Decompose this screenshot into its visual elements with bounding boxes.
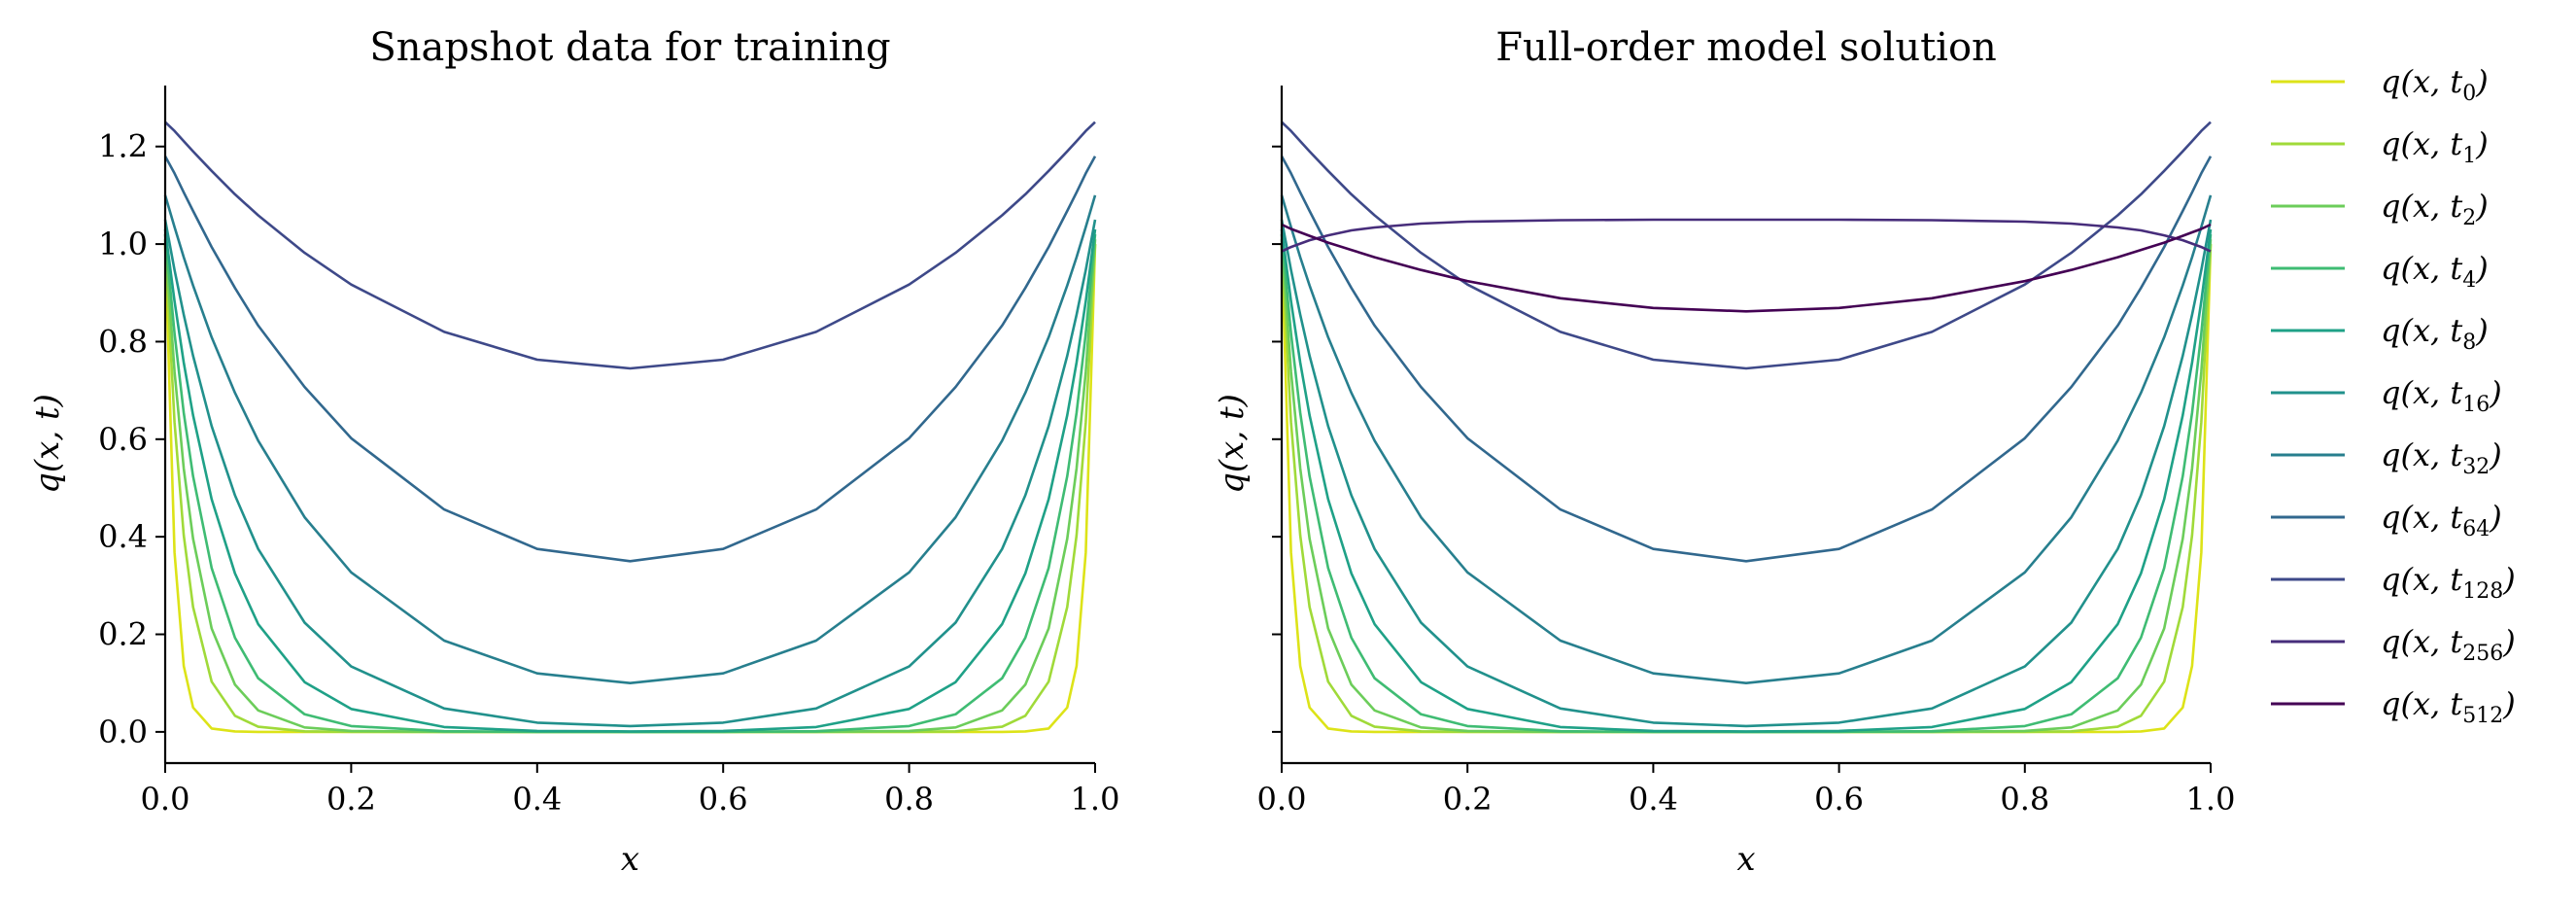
series-line-t1 xyxy=(163,244,1097,734)
panel-full-order-solution: Full-order model solution 0.0 0.2 0.4 0.6 0.8… xyxy=(1213,25,2235,879)
series-line-t512 xyxy=(1281,223,2212,313)
y-tick-label: 0.4 xyxy=(98,518,148,555)
legend-item-t256: q(x, t256) xyxy=(2271,623,2516,666)
legend-item-t1: q(x, t1) xyxy=(2271,125,2489,168)
legend-item-t8: q(x, t8) xyxy=(2271,312,2489,355)
legend-label: q(x, t4) xyxy=(2381,250,2489,293)
x-tick-label: 0.8 xyxy=(2000,781,2049,818)
x-axis-label: x xyxy=(1736,840,1755,879)
legend-item-t4: q(x, t4) xyxy=(2271,250,2489,293)
x-axis-label: x xyxy=(621,840,639,879)
y-tick-label: 0.6 xyxy=(98,421,148,458)
panel-snapshot-data: Snapshot data for training 0.0 0.2 0.4 0.6 0.… xyxy=(28,25,1119,879)
series-line-t32 xyxy=(1280,194,2213,684)
series-line-t32 xyxy=(163,194,1097,684)
series-line-t1 xyxy=(1280,244,2213,734)
legend-item-t128: q(x, t128) xyxy=(2271,561,2516,604)
series-line-t8 xyxy=(1280,228,2213,733)
legend-item-t2: q(x, t2) xyxy=(2271,188,2489,230)
series-line-t16 xyxy=(1280,219,2213,728)
series-line-t64 xyxy=(163,156,1097,563)
legend-item-t32: q(x, t32) xyxy=(2271,436,2502,479)
legend-item-t16: q(x, t16) xyxy=(2271,374,2502,417)
legend-item-t512: q(x, t512) xyxy=(2271,685,2516,728)
series-line-t256 xyxy=(1281,218,2212,253)
x-tick-label: 1.0 xyxy=(2186,781,2236,818)
legend-label: q(x, t64) xyxy=(2381,499,2502,541)
y-tick-label: 0.0 xyxy=(98,714,148,750)
series-line-t0 xyxy=(163,244,1097,734)
y-axis-label: q(x, t) xyxy=(1213,394,1252,494)
legend-item-t0: q(x, t0) xyxy=(2271,63,2489,106)
x-tick-label: 0.8 xyxy=(884,781,934,818)
y-axis-label: q(x, t) xyxy=(28,394,67,494)
y-tick-label: 1.2 xyxy=(98,128,148,165)
y-tick-label: 1.0 xyxy=(98,226,148,262)
x-tick-label: 1.0 xyxy=(1071,781,1120,818)
legend-label: q(x, t2) xyxy=(2381,188,2489,230)
legend-label: q(x, t1) xyxy=(2381,125,2489,168)
x-tick-label: 0.0 xyxy=(1257,781,1307,818)
legend-label: q(x, t16) xyxy=(2381,374,2502,417)
chart-title: Snapshot data for training xyxy=(369,25,890,70)
x-tick-label: 0.2 xyxy=(1443,781,1493,818)
x-tick-label: 0.4 xyxy=(1629,781,1678,818)
series-line-t4 xyxy=(163,233,1097,734)
series-line-t16 xyxy=(163,219,1097,728)
legend: q(x, t0) q(x, t1) q(x, t2) q(x, t4) q(x, t8)… xyxy=(2271,63,2516,728)
legend-label: q(x, t8) xyxy=(2381,312,2489,355)
series-line-t128 xyxy=(1281,121,2212,370)
x-tick-label: 0.6 xyxy=(1814,781,1864,818)
series-line-t2 xyxy=(163,239,1097,734)
legend-label: q(x, t512) xyxy=(2381,685,2516,728)
series-line-t8 xyxy=(163,228,1097,733)
x-tick-label: 0.4 xyxy=(512,781,562,818)
legend-item-t64: q(x, t64) xyxy=(2271,499,2502,541)
chart-title: Full-order model solution xyxy=(1495,25,1997,70)
legend-label: q(x, t256) xyxy=(2381,623,2516,666)
y-tick-label: 0.2 xyxy=(98,616,148,653)
series-line-t128 xyxy=(164,121,1096,370)
series-line-t0 xyxy=(1280,244,2213,734)
y-tick-label: 0.8 xyxy=(98,323,148,360)
legend-label: q(x, t32) xyxy=(2381,436,2502,479)
legend-label: q(x, t0) xyxy=(2381,63,2489,106)
legend-label: q(x, t128) xyxy=(2381,561,2516,604)
x-tick-label: 0.0 xyxy=(141,781,190,818)
x-tick-label: 0.2 xyxy=(326,781,376,818)
x-tick-label: 0.6 xyxy=(699,781,748,818)
series-line-t4 xyxy=(1280,233,2213,734)
series-line-t2 xyxy=(1280,239,2213,734)
series-line-t64 xyxy=(1280,156,2213,563)
